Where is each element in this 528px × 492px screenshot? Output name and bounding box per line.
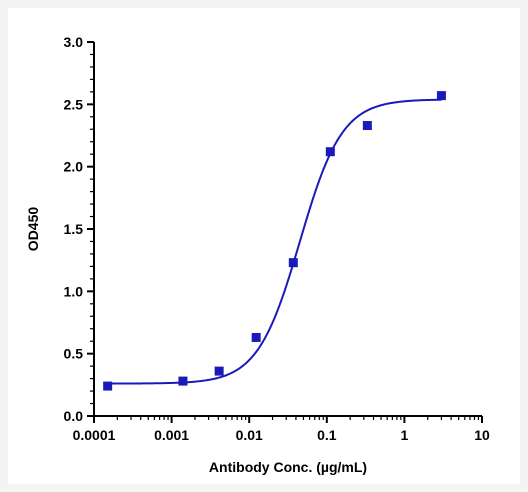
y-tick-label: 0.0 (64, 408, 84, 424)
x-tick-label: 0.001 (154, 427, 189, 443)
chart-panel: 0.0 0.5 1.0 1.5 2.0 2.5 3.0 0.0001 0.001 0.01 0.1… (8, 8, 520, 484)
data-point-marker (178, 376, 188, 386)
data-points (103, 91, 446, 391)
data-point-marker (214, 366, 224, 376)
y-tick-label: 2.5 (64, 96, 84, 112)
y-tick-label: 1.5 (64, 221, 84, 237)
y-tick-label: 3.0 (64, 34, 84, 50)
x-axis-label: Antibody Conc. (µg/mL) (209, 459, 367, 475)
y-tick-label: 0.5 (64, 346, 84, 362)
y-axis-ticks: 0.0 0.5 1.0 1.5 2.0 2.5 3.0 (64, 34, 94, 424)
y-axis-label: OD450 (25, 207, 41, 252)
x-axis-ticks: 0.0001 0.001 0.01 0.1 1 10 (73, 416, 490, 443)
data-point-marker (251, 332, 261, 342)
x-tick-label: 10 (474, 427, 490, 443)
data-point-marker (362, 121, 372, 131)
x-tick-label: 1 (401, 427, 409, 443)
data-point-marker (436, 91, 446, 101)
data-point-marker (325, 147, 335, 157)
data-point-marker (288, 258, 298, 268)
fit-curve-line (107, 98, 442, 385)
x-tick-label: 0.1 (317, 427, 337, 443)
y-tick-label: 2.0 (64, 159, 84, 175)
chart-svg: 0.0 0.5 1.0 1.5 2.0 2.5 3.0 0.0001 0.001 0.01 0.1… (25, 34, 490, 475)
x-tick-label: 0.0001 (73, 427, 116, 443)
x-tick-label: 0.01 (236, 427, 263, 443)
data-point-marker (103, 381, 113, 391)
y-tick-label: 1.0 (64, 283, 84, 299)
